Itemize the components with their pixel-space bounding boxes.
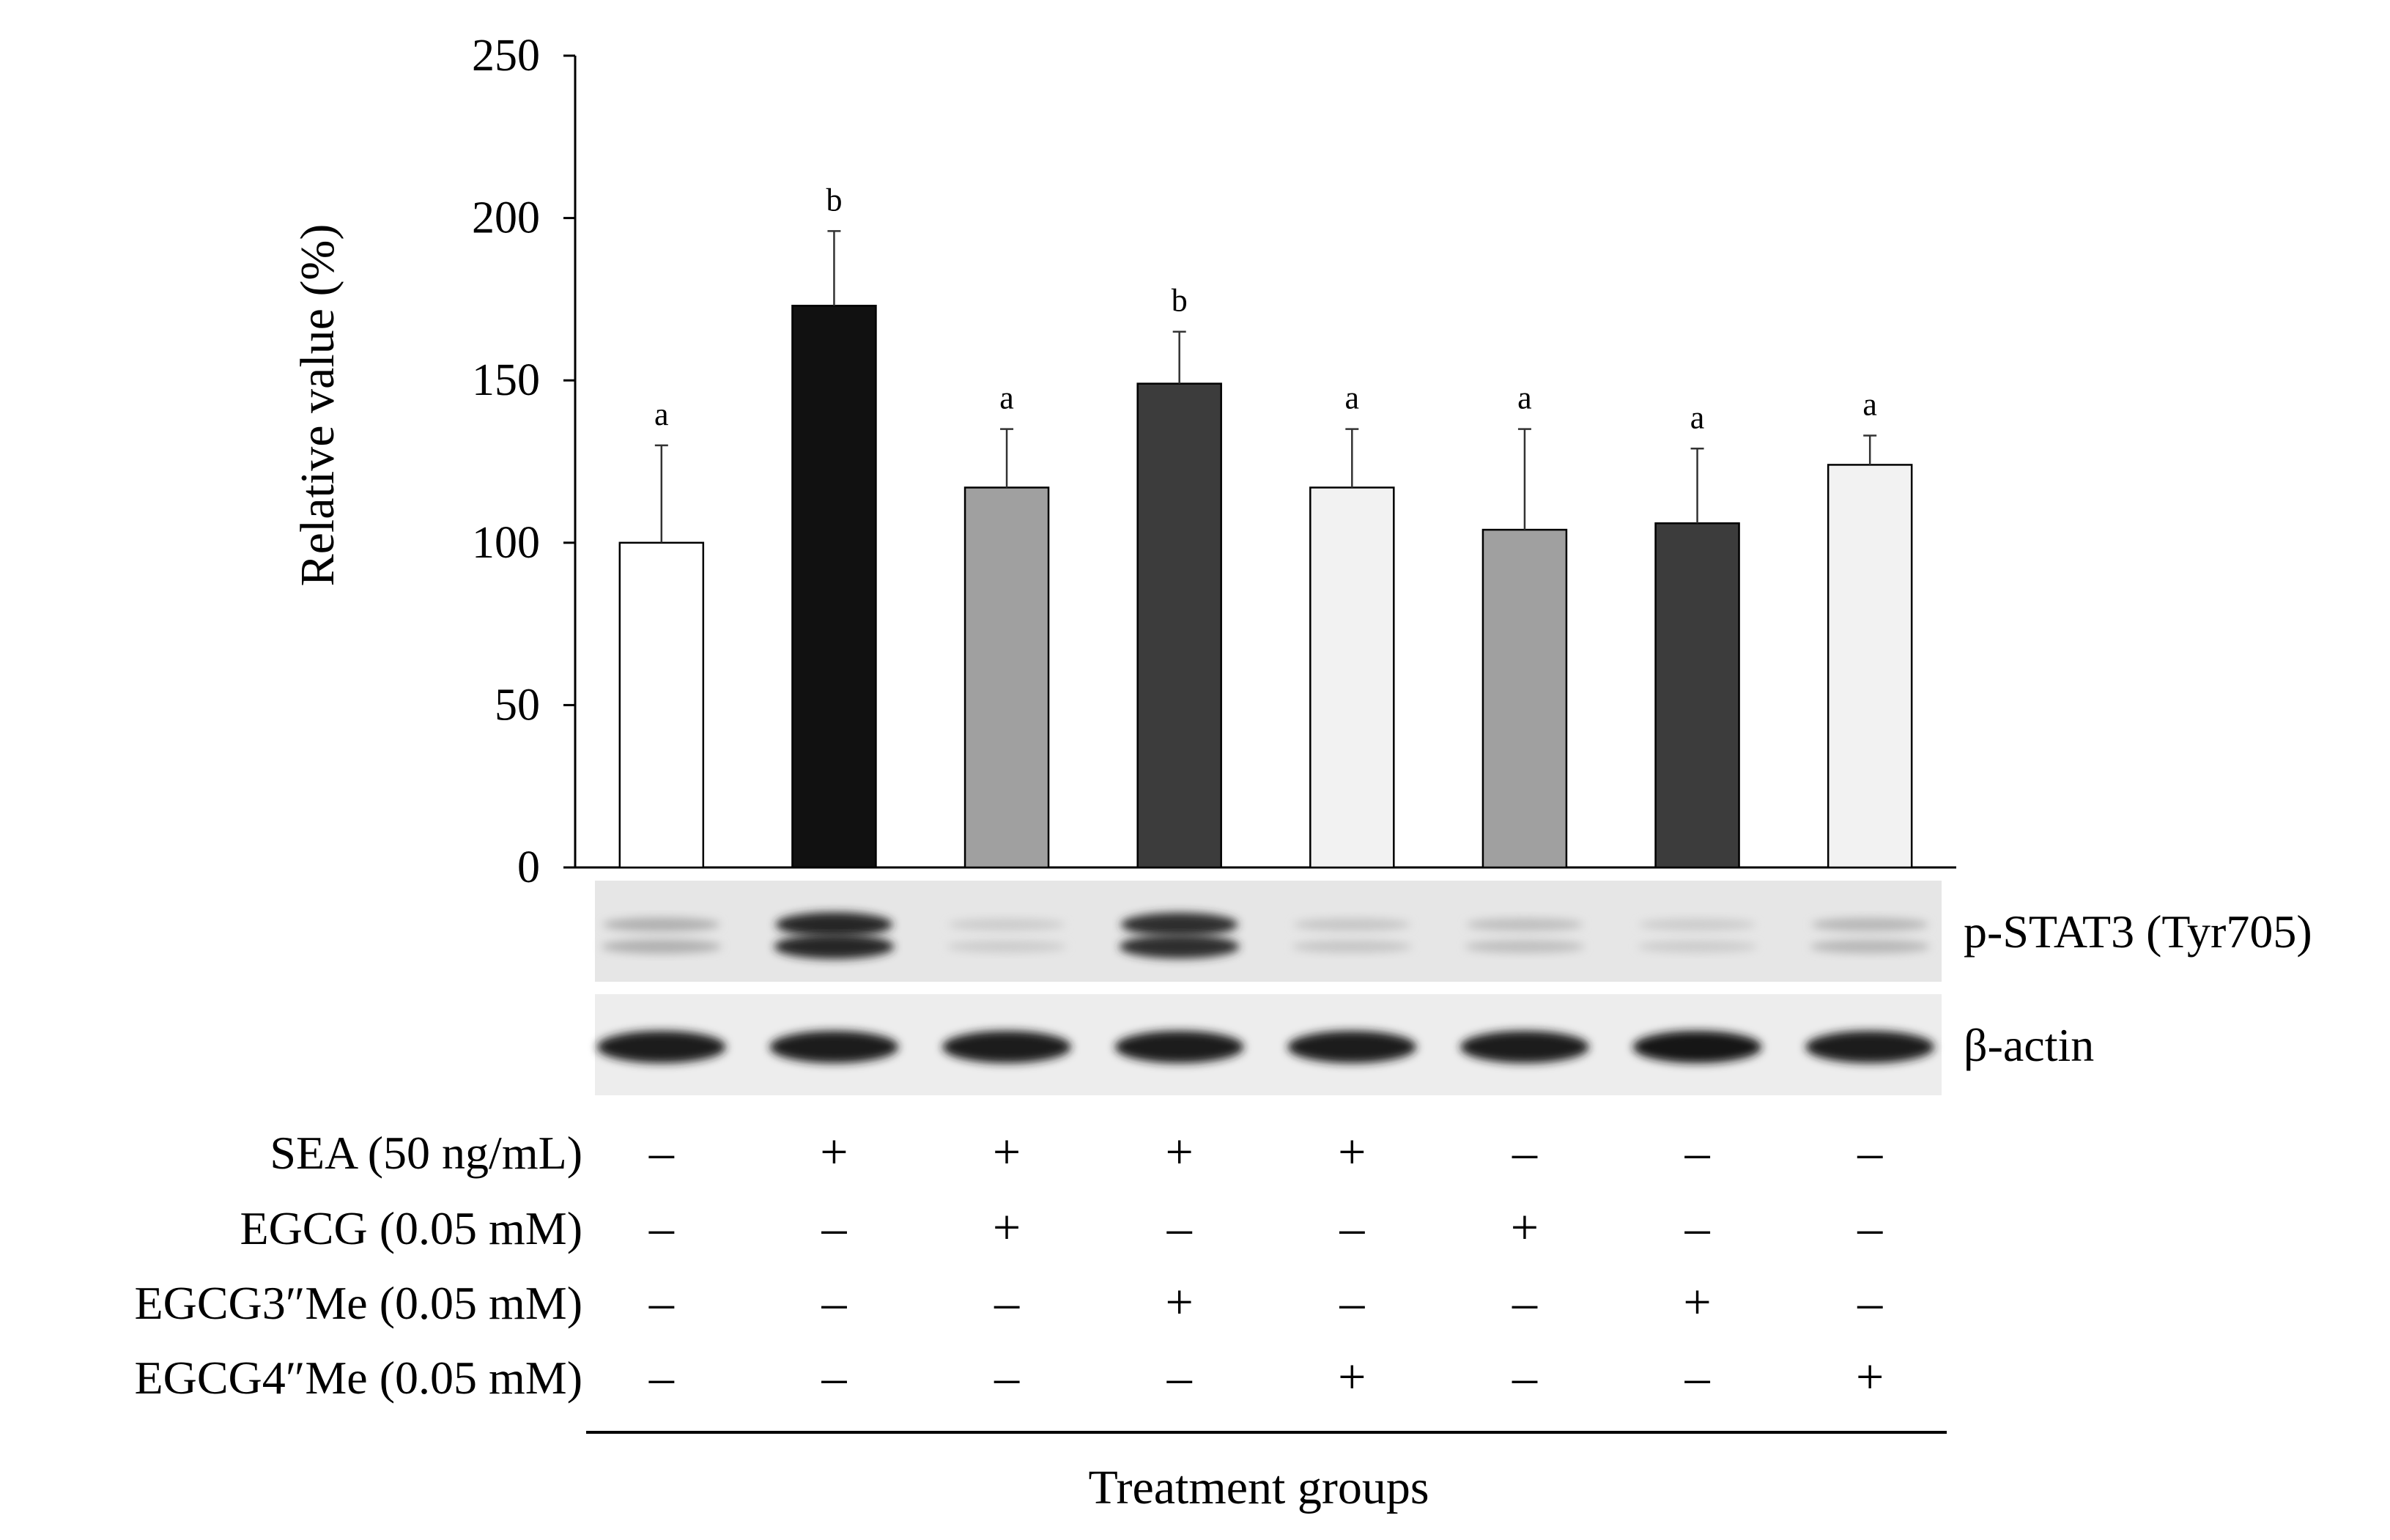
- bar-6: [1481, 528, 1568, 869]
- bars: a b a b a a a a: [618, 182, 1913, 869]
- treatment-row-4: EGCG4″Me (0.05 mM) – – – – + – – +: [135, 1349, 1884, 1404]
- treatment-sign-3-6: –: [1512, 1274, 1538, 1330]
- band-beta-actin-5: [1287, 1031, 1417, 1063]
- treatment-sign-4-1: –: [648, 1349, 675, 1404]
- y-ticks: 0 50 100 150 200 250: [472, 31, 575, 892]
- band-p-stat3-lower-6: [1464, 940, 1585, 953]
- treatment-sign-3-1: –: [648, 1274, 675, 1330]
- treatment-sign-1-5: +: [1338, 1124, 1366, 1180]
- band-p-stat3-upper-5: [1293, 918, 1411, 931]
- treatment-sign-2-4: –: [1166, 1199, 1193, 1255]
- band-beta-actin-1: [596, 1031, 726, 1063]
- treatment-label-2: EGCG (0.05 mM): [240, 1202, 582, 1254]
- treatment-sign-3-7: +: [1683, 1274, 1711, 1330]
- band-beta-actin-8: [1805, 1031, 1935, 1063]
- band-p-stat3-lower-7: [1637, 940, 1758, 953]
- treatment-sign-4-8: +: [1856, 1349, 1884, 1404]
- significance-letter-1: a: [654, 396, 669, 432]
- treatment-sign-3-8: –: [1857, 1274, 1883, 1330]
- band-p-stat3-lower-3: [947, 940, 1068, 953]
- y-tick-label-2: 100: [472, 518, 540, 568]
- blot-p-stat3: p-STAT3 (Tyr705): [595, 881, 2312, 982]
- significance-letter-6: a: [1517, 380, 1532, 416]
- treatment-sign-4-2: –: [821, 1349, 847, 1404]
- treatment-sign-4-3: –: [994, 1349, 1020, 1404]
- y-tick-label-0: 0: [517, 843, 540, 892]
- treatment-sign-2-1: –: [648, 1199, 675, 1255]
- blot-label-2: β-actin: [1964, 1019, 2094, 1071]
- bar-4: [1136, 382, 1222, 869]
- band-p-stat3-upper-7: [1638, 918, 1756, 931]
- bar-3: [963, 486, 1050, 869]
- y-axis-title: Relative value (%): [291, 224, 344, 587]
- treatment-label-3: EGCG3″Me (0.05 mM): [135, 1277, 583, 1329]
- bar-8: [1827, 464, 1913, 869]
- band-p-stat3-upper-4: [1120, 912, 1238, 937]
- band-beta-actin-7: [1632, 1031, 1762, 1063]
- band-p-stat3-lower-8: [1810, 939, 1931, 954]
- treatment-label-1: SEA (50 ng/mL): [270, 1127, 582, 1179]
- blot-label-1: p-STAT3 (Tyr705): [1964, 906, 2312, 958]
- band-beta-actin-6: [1459, 1031, 1589, 1063]
- treatment-label-4: EGCG4″Me (0.05 mM): [135, 1352, 583, 1404]
- band-p-stat3-upper-1: [602, 917, 720, 932]
- treatment-sign-1-6: –: [1512, 1124, 1538, 1180]
- bar-chart: 0 50 100 150 200 250 a b a b a a a a Relative value …: [291, 31, 1956, 892]
- band-p-stat3-upper-8: [1811, 917, 1929, 932]
- y-tick-label-5: 250: [472, 31, 540, 81]
- treatment-sign-1-2: +: [820, 1124, 848, 1180]
- band-p-stat3-lower-1: [601, 939, 722, 954]
- band-beta-actin-4: [1114, 1031, 1244, 1063]
- y-tick-label-3: 150: [472, 355, 540, 405]
- treatment-sign-2-6: +: [1511, 1199, 1539, 1255]
- treatment-sign-2-2: –: [821, 1199, 847, 1255]
- band-beta-actin-2: [769, 1031, 899, 1063]
- band-p-stat3-lower-5: [1292, 940, 1413, 953]
- treatment-sign-4-7: –: [1684, 1349, 1711, 1404]
- band-p-stat3-upper-2: [775, 912, 893, 937]
- band-p-stat3-lower-2: [774, 934, 895, 959]
- significance-letter-3: a: [999, 380, 1014, 416]
- x-axis-title: Treatment groups: [1088, 1461, 1429, 1514]
- blot-beta-actin: β-actin: [595, 994, 2094, 1095]
- band-beta-actin-3: [942, 1031, 1072, 1063]
- band-p-stat3-upper-6: [1465, 918, 1583, 931]
- treatment-sign-3-2: –: [821, 1274, 847, 1330]
- treatment-sign-2-3: +: [993, 1199, 1021, 1255]
- treatment-sign-3-5: –: [1339, 1274, 1365, 1330]
- treatment-sign-3-3: –: [994, 1274, 1020, 1330]
- treatment-sign-1-1: –: [648, 1124, 675, 1180]
- treatment-sign-4-4: –: [1166, 1349, 1193, 1404]
- band-p-stat3-upper-3: [948, 918, 1066, 931]
- treatment-sign-1-3: +: [993, 1124, 1021, 1180]
- treatment-sign-4-6: –: [1512, 1349, 1538, 1404]
- significance-letter-8: a: [1862, 387, 1877, 423]
- treatment-row-2: EGCG (0.05 mM) – – + – – + – –: [240, 1199, 1883, 1255]
- treatment-sign-2-5: –: [1339, 1199, 1365, 1255]
- significance-letter-4: b: [1172, 283, 1188, 319]
- y-tick-label-4: 200: [472, 193, 540, 243]
- bar-5: [1309, 486, 1395, 869]
- western-blots: p-STAT3 (Tyr705) β-actin: [595, 881, 2312, 1095]
- band-p-stat3-lower-4: [1119, 934, 1240, 959]
- treatment-row-3: EGCG3″Me (0.05 mM) – – – + – – + –: [135, 1274, 1884, 1330]
- y-tick-label-1: 50: [495, 680, 540, 730]
- bar-1: [618, 541, 705, 869]
- treatment-sign-2-7: –: [1684, 1199, 1711, 1255]
- bar-2: [791, 305, 877, 869]
- treatment-row-1: SEA (50 ng/mL) – + + + + – – –: [270, 1124, 1883, 1180]
- treatment-table: SEA (50 ng/mL) – + + + + – – – EGCG (0.05 mM) – – + –…: [135, 1124, 1884, 1404]
- treatment-sign-1-4: +: [1166, 1124, 1194, 1180]
- significance-letter-2: b: [826, 182, 842, 218]
- bar-7: [1654, 522, 1740, 869]
- treatment-sign-1-7: –: [1684, 1124, 1711, 1180]
- treatment-sign-3-4: +: [1166, 1274, 1194, 1330]
- significance-letter-5: a: [1345, 380, 1360, 416]
- significance-letter-7: a: [1690, 399, 1705, 435]
- treatment-sign-4-5: +: [1338, 1349, 1366, 1404]
- treatment-sign-2-8: –: [1857, 1199, 1883, 1255]
- treatment-sign-1-8: –: [1857, 1124, 1883, 1180]
